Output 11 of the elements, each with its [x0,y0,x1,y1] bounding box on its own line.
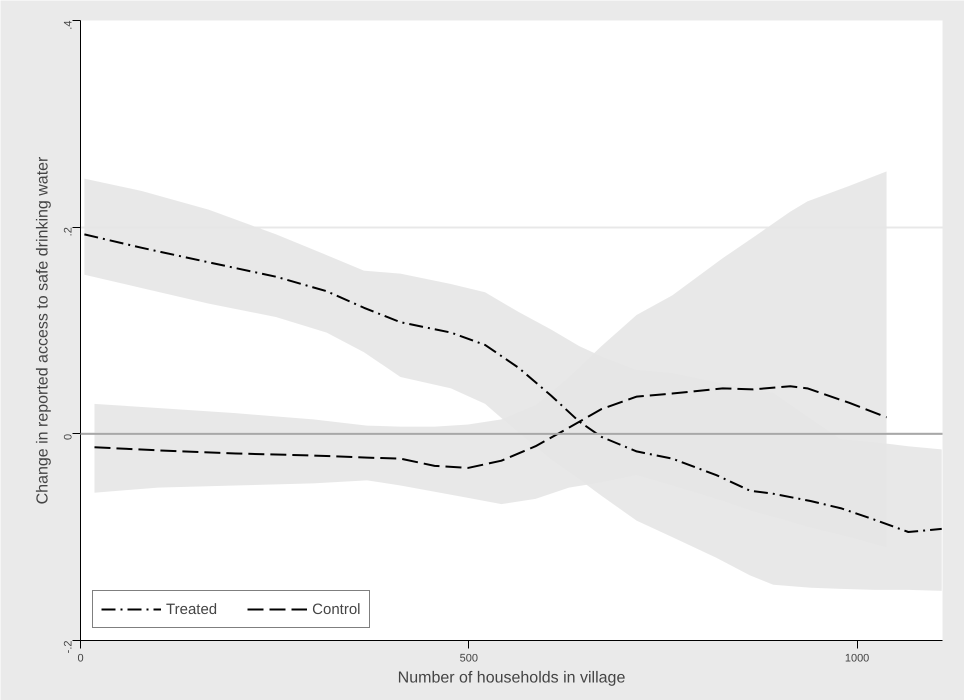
y-tick-label: .4 [62,20,74,30]
y-tick-label: 0 [62,434,74,440]
x-axis-title: Number of households in village [398,670,626,686]
x-tick-label: 500 [460,652,478,664]
x-tick-label: 1000 [844,652,870,664]
legend-label: Treated [166,600,218,618]
x-tick-label: 0 [77,652,84,664]
y-tick-label: -.2 [62,640,74,654]
y-axis-title: Change in reported access to safe drinking water [34,156,52,504]
y-tick-label: .2 [62,227,74,236]
legend-label: Control [312,600,360,618]
